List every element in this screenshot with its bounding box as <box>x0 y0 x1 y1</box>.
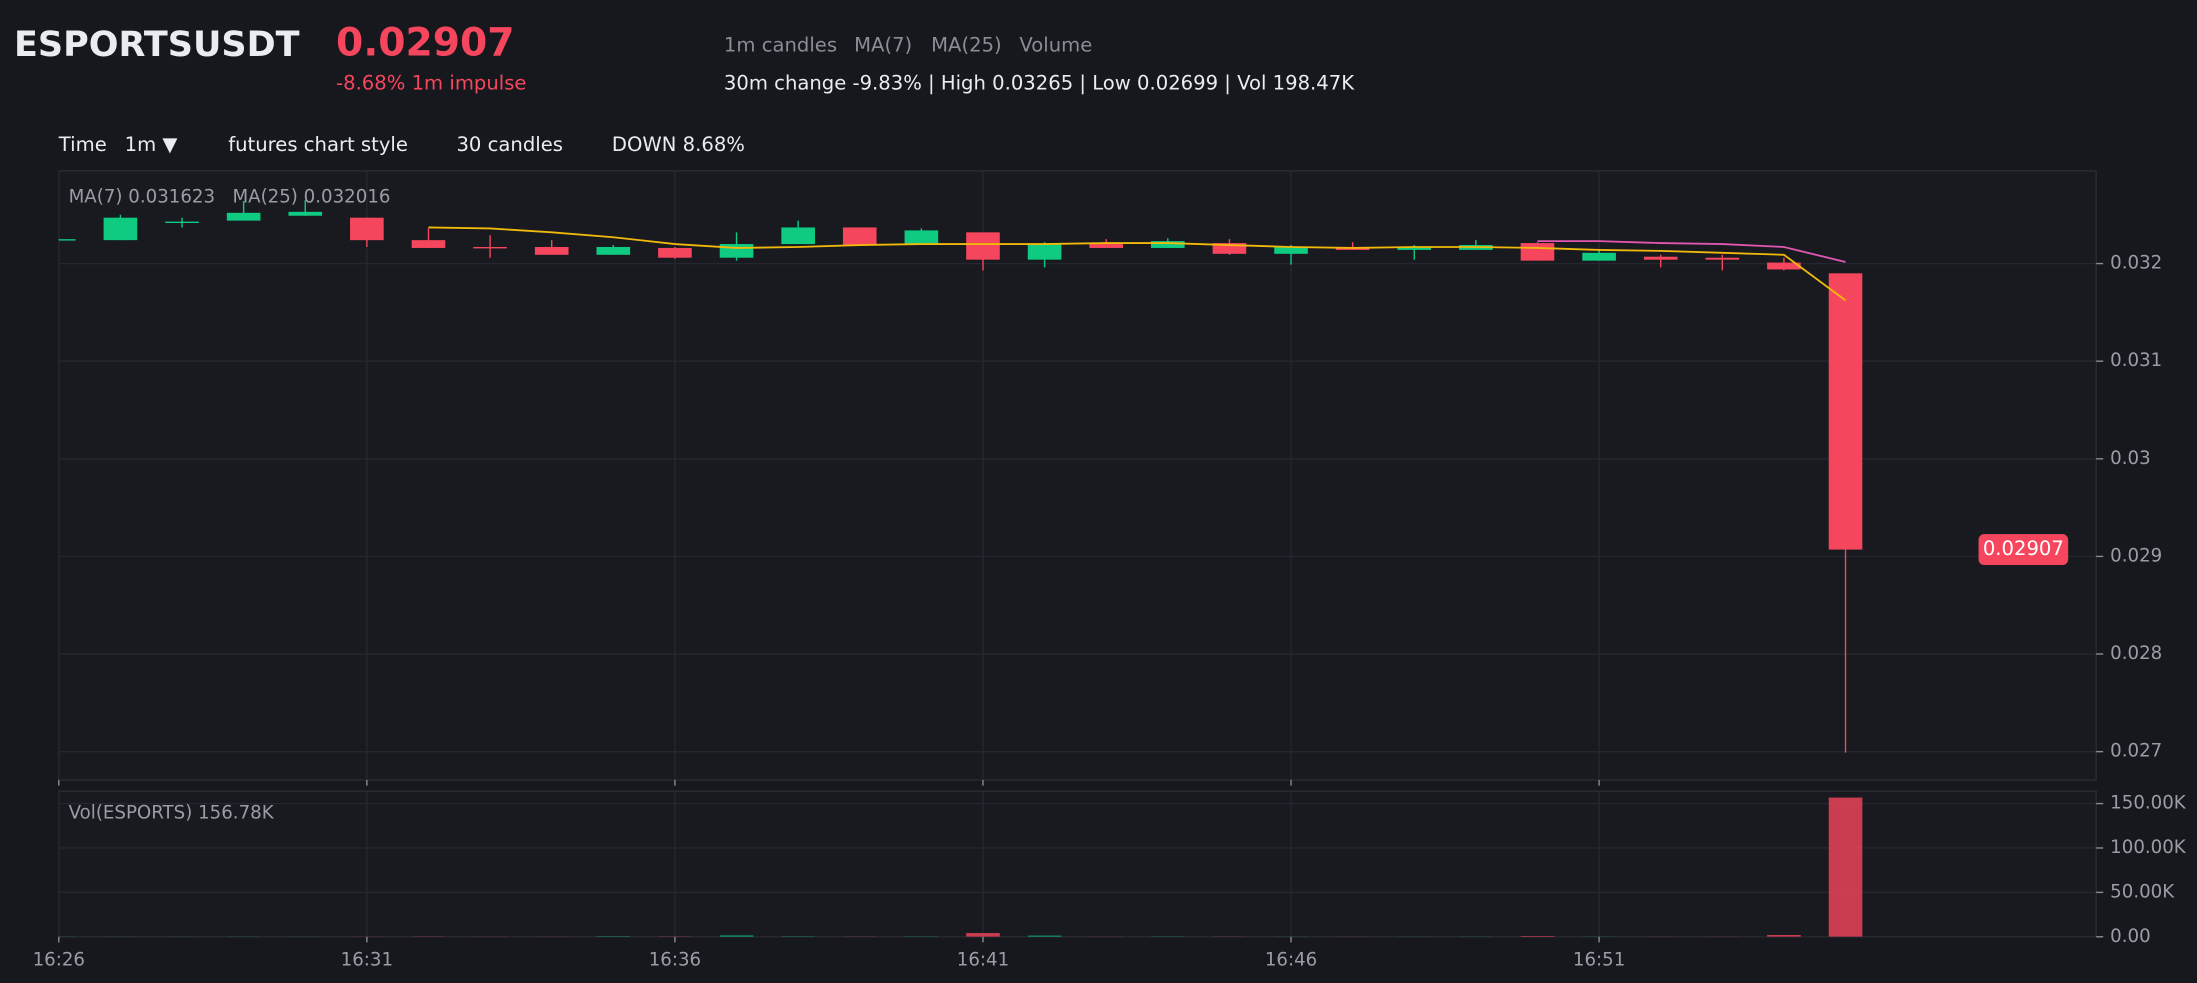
impulse: -8.68% 1m impulse <box>336 72 526 95</box>
candle-body <box>1520 243 1555 261</box>
volume-bar <box>1828 797 1863 937</box>
volume-bar <box>1027 935 1062 937</box>
volume-bar <box>1767 935 1801 937</box>
y-tick-label: 150.00K <box>2110 793 2187 814</box>
candle-body <box>596 246 631 255</box>
y-tick-label: 0.00 <box>2110 926 2151 947</box>
candle-body <box>1705 257 1740 260</box>
y-tick-label: 0.032 <box>2110 253 2162 274</box>
y-tick-label: 0.027 <box>2110 741 2162 762</box>
symbol: ESPORTSUSDT <box>14 25 300 65</box>
candle-body <box>1643 256 1678 260</box>
candle-body <box>842 227 877 246</box>
marks <box>58 200 1863 937</box>
y-tick-label: 50.00K <box>2110 881 2175 902</box>
legend-item: 1m candles <box>724 34 837 57</box>
candle-body <box>781 227 815 245</box>
time-label: Time <box>58 133 107 156</box>
x-tick-label: 16:31 <box>341 950 393 971</box>
legend-item: MA(7) <box>854 34 912 57</box>
price-tag-label: 0.02907 <box>1983 537 2064 560</box>
last-price: 0.02907 <box>336 20 514 65</box>
candle-body <box>1767 262 1801 270</box>
y-tick-label: 100.00K <box>2110 837 2187 858</box>
candle-body <box>58 239 76 241</box>
volume-bar <box>1520 935 1555 937</box>
x-tick-label: 16:36 <box>649 950 701 971</box>
candle-body <box>1212 243 1247 254</box>
candle-body <box>966 232 1000 260</box>
price-pane <box>58 170 2097 781</box>
legend-item: MA(25) <box>931 34 1002 57</box>
legend-item: Volume <box>1019 34 1092 57</box>
x-tick-label: 16:41 <box>957 950 1009 971</box>
x-tick-label: 16:46 <box>1265 950 1317 971</box>
ma-label: MA(7) 0.031623 <box>69 186 215 207</box>
x-tick-label: 16:51 <box>1573 950 1625 971</box>
candle-body <box>411 240 446 248</box>
candle-count: 30 candles <box>456 133 563 156</box>
candle-body <box>350 217 384 241</box>
volume-bar <box>966 933 1000 937</box>
candle-body <box>719 244 754 258</box>
candle-body <box>1027 244 1062 260</box>
y-tick-label: 0.028 <box>2110 643 2162 664</box>
candle-body <box>1274 246 1308 254</box>
volume-bar <box>719 935 754 937</box>
candle-body <box>1397 246 1432 250</box>
x-tick-label: 16:26 <box>33 950 85 971</box>
candle-body <box>165 221 199 224</box>
y-tick-label: 0.029 <box>2110 545 2162 566</box>
candle-body <box>1582 252 1616 261</box>
direction: DOWN 8.68% <box>612 133 745 156</box>
ma-line <box>428 226 1847 302</box>
stats: 30m change -9.83% | High 0.03265 | Low 0… <box>724 72 1355 95</box>
ma-label: MA(25) 0.032016 <box>232 186 390 207</box>
interval-select[interactable]: 1m ▼ <box>125 133 179 156</box>
candle-body <box>288 211 323 216</box>
candle-body <box>658 247 692 258</box>
y-tick-label: 0.03 <box>2110 448 2151 469</box>
y-tick-label: 0.031 <box>2110 350 2162 371</box>
candle-body <box>904 230 939 246</box>
candle-body <box>103 217 138 241</box>
chart-style[interactable]: futures chart style <box>228 133 408 156</box>
candle-body <box>1089 243 1124 248</box>
candle-body <box>226 212 261 221</box>
candle-body <box>1151 241 1185 248</box>
candle-body <box>534 246 569 255</box>
price-tag <box>1978 534 2069 565</box>
volume-label: Vol(ESPORTS) 156.78K <box>69 803 275 824</box>
candle-body <box>473 246 507 249</box>
candle-body <box>1828 273 1863 550</box>
ma-line <box>1537 240 1846 263</box>
volume-bar <box>596 936 631 937</box>
volume-pane <box>58 790 2097 938</box>
